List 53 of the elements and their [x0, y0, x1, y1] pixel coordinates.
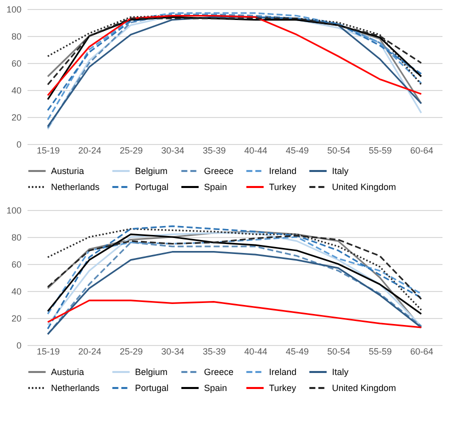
- x-tick-label: 50-54: [327, 346, 350, 356]
- legend-label: Portugal: [135, 182, 169, 192]
- legend-label: Netherlands: [51, 383, 100, 393]
- x-tick-label: 60-64: [410, 346, 434, 356]
- y-tick-label: 60: [11, 58, 22, 68]
- legend-label: Austuria: [51, 166, 84, 176]
- x-tick-label: 45-49: [286, 146, 309, 156]
- y-tick-label: 20: [11, 112, 22, 122]
- y-tick-label: 60: [11, 260, 22, 270]
- legend-label: Greece: [204, 166, 234, 176]
- legend-label: United Kingdom: [332, 383, 396, 393]
- y-tick-label: 100: [6, 4, 22, 14]
- x-tick-label: 60-64: [410, 146, 434, 156]
- x-tick-label: 45-49: [286, 346, 309, 356]
- legend-label: Ireland: [269, 166, 297, 176]
- x-tick-label: 15-19: [36, 146, 60, 156]
- legend-label: Italy: [332, 166, 350, 176]
- x-tick-label: 25-29: [120, 146, 143, 156]
- legend-label: Spain: [204, 182, 228, 192]
- x-tick-label: 20-24: [78, 346, 102, 356]
- legend-label: Greece: [204, 367, 234, 377]
- y-tick-label: 0: [16, 340, 22, 350]
- legend-label: Ireland: [269, 367, 297, 377]
- legend-label: Netherlands: [51, 182, 100, 192]
- legend-label: Turkey: [269, 383, 297, 393]
- y-tick-label: 0: [16, 140, 22, 150]
- x-tick-label: 40-44: [244, 146, 268, 156]
- y-tick-label: 100: [6, 206, 22, 216]
- line-series: [46, 300, 422, 328]
- y-tick-label: 40: [11, 286, 22, 296]
- x-tick-label: 55-59: [368, 346, 392, 356]
- x-tick-label: 55-59: [368, 146, 392, 156]
- x-tick-label: 30-34: [161, 146, 184, 156]
- x-tick-label: 40-44: [244, 346, 268, 356]
- legend-label: Portugal: [135, 383, 169, 393]
- legend-label: Belgium: [135, 166, 168, 176]
- x-tick-label: 35-39: [202, 146, 226, 156]
- legend-label: Italy: [332, 367, 350, 377]
- x-tick-label: 50-54: [327, 146, 350, 156]
- x-tick-label: 25-29: [120, 346, 143, 356]
- legend-label: United Kingdom: [332, 182, 396, 192]
- y-tick-label: 80: [11, 32, 22, 42]
- legend-label: Turkey: [269, 182, 297, 192]
- x-tick-label: 15-19: [36, 346, 60, 356]
- y-tick-label: 20: [11, 314, 22, 324]
- legend-label: Belgium: [135, 367, 168, 377]
- legend-label: Austuria: [51, 367, 84, 377]
- legend-label: Spain: [204, 383, 228, 393]
- y-tick-label: 40: [11, 86, 22, 96]
- x-tick-label: 35-39: [202, 346, 226, 356]
- x-tick-label: 20-24: [78, 146, 102, 156]
- y-tick-label: 80: [11, 232, 22, 242]
- x-tick-label: 30-34: [161, 346, 184, 356]
